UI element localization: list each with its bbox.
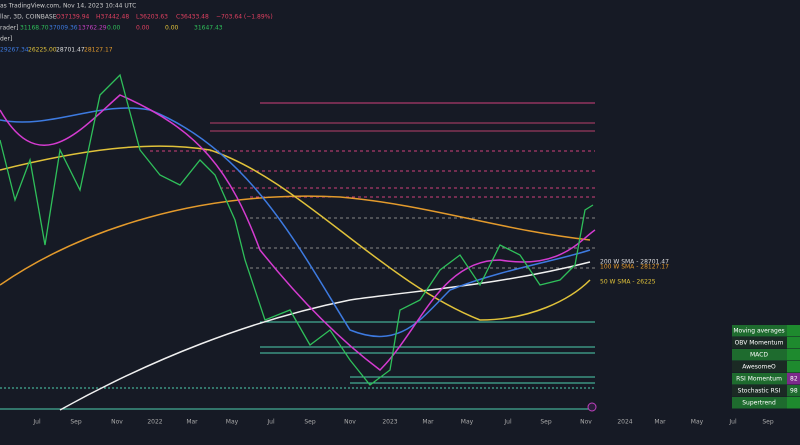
indicator-value: 31647.43 <box>194 25 223 32</box>
x-tick-label: Nov <box>111 419 123 426</box>
indicator-name: rader] <box>0 25 18 32</box>
x-tick-label: Sep <box>304 419 316 426</box>
row-label: OBV Momentum <box>735 340 784 347</box>
table-cell <box>787 325 800 337</box>
row-value: 98 <box>790 388 798 395</box>
sma-label: 50 W SMA - 26225 <box>600 279 656 286</box>
indicator-value: 37009.36 <box>49 25 78 32</box>
x-tick-label: Sep <box>540 419 552 426</box>
row-label: Stochastic RSI <box>738 388 781 395</box>
x-tick-label: Jul <box>728 419 737 426</box>
x-tick-label: Jul <box>32 419 41 426</box>
table-cell <box>732 373 787 385</box>
levels <box>0 102 595 410</box>
indicator-value: 28701.47 <box>56 47 85 54</box>
x-axis: Jul Sep Nov 2022 Mar May Jul Sep Nov 2023 Mar May Ju… <box>32 419 773 426</box>
table-cell <box>732 385 787 397</box>
event-marker <box>587 402 597 412</box>
symbol: llar, 3D, COINBASE <box>0 14 57 21</box>
ohlc: L36203.63 <box>136 14 168 21</box>
table-cell <box>732 337 787 349</box>
table-cell <box>787 373 800 385</box>
x-tick-label: Mar <box>186 419 198 426</box>
table-cell <box>787 385 800 397</box>
row-label: Supertrend <box>742 400 776 407</box>
x-tick-label: May <box>691 419 704 426</box>
ohlc: C36433.48 <box>176 14 209 21</box>
x-tick-label: 2023 <box>382 419 397 426</box>
row-label: AwesomeO <box>742 364 776 371</box>
row-label: Moving averages <box>733 328 784 335</box>
x-tick-label: Nov <box>580 419 592 426</box>
row-label: MACD <box>750 352 768 359</box>
indicator-value: 26225.00 <box>28 47 57 54</box>
x-tick-label: May <box>226 419 239 426</box>
ohlc: O37139.94 <box>56 14 90 21</box>
x-tick-label: Jul <box>503 419 512 426</box>
row-value: 82 <box>790 376 798 383</box>
x-tick-label: Nov <box>344 419 356 426</box>
table-cell <box>787 397 800 409</box>
x-tick-label: 2024 <box>617 419 632 426</box>
price <box>0 73 594 386</box>
table-cell <box>732 397 787 409</box>
table-cell <box>787 337 800 349</box>
table-cell <box>732 349 787 361</box>
indicator-value: 29267.34 <box>0 47 29 54</box>
source: as TradingView.com, Nov 14, 2023 10:44 U… <box>0 3 136 10</box>
table-cell <box>787 361 800 373</box>
x-tick-label: 2022 <box>147 419 162 426</box>
indicator-value: 28127.17 <box>84 47 113 54</box>
indicator-name: der] <box>0 36 12 43</box>
moving-averages <box>0 94 596 411</box>
x-tick-label: Mar <box>654 419 666 426</box>
header: as TradingView.com, Nov 14, 2023 10:44 U… <box>0 3 273 54</box>
x-tick-label: Jul <box>266 419 275 426</box>
row-label: RSI Momentum <box>736 376 782 383</box>
sma-label: 100 W SMA - 28127.17 <box>600 264 669 271</box>
table-cell <box>732 325 787 337</box>
x-tick-label: Sep <box>70 419 82 426</box>
table-cell <box>787 349 800 361</box>
x-tick-label: May <box>461 419 474 426</box>
x-tick-label: Sep <box>762 419 774 426</box>
indicator-table: Moving averages OBV Momentum MACD AwesomeO R… <box>732 325 800 409</box>
ohlc: H37442.48 <box>96 14 129 21</box>
indicator-value: 0.00 <box>136 25 150 32</box>
indicator-value: 13762.29 <box>78 25 107 32</box>
sma-label: 200 W SMA - 28701.47 <box>600 259 669 266</box>
indicator-value: 0.00 <box>165 25 179 32</box>
table-cell <box>732 361 787 373</box>
indicator-value: 31168.70 <box>20 25 49 32</box>
x-tick-label: Mar <box>422 419 434 426</box>
indicator-value: 0.00 <box>107 25 121 32</box>
ohlc: −703.64 (−1.89%) <box>216 14 273 21</box>
